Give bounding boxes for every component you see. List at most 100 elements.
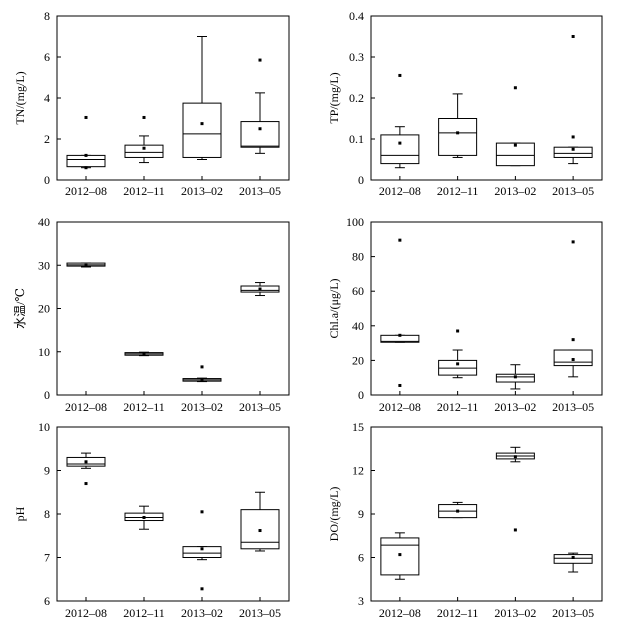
y-tick-label: 7 — [44, 551, 50, 565]
mean-marker — [456, 362, 460, 366]
y-tick-label: 6 — [44, 594, 50, 608]
iqr-box — [124, 144, 164, 158]
mean-marker — [200, 377, 204, 381]
outlier-point — [84, 166, 88, 170]
y-tick-label: 80 — [352, 250, 364, 264]
iqr-box — [240, 121, 280, 148]
mean-marker — [398, 333, 402, 337]
box-1 — [66, 115, 106, 170]
y-tick-label: 15 — [352, 420, 364, 434]
y-tick-label: 8 — [44, 507, 50, 521]
x-tick-label: 2012–08 — [379, 184, 421, 198]
plot-frame — [56, 221, 290, 396]
x-tick-label: 2013–05 — [239, 184, 281, 198]
chart-panel-6: 3 6 9 12 15 DO/(mg/L) 2012–08 2012–11 2013–02 201… — [327, 420, 603, 620]
outlier-point — [456, 329, 460, 333]
x-tick-label: 2013–05 — [552, 400, 594, 414]
outlier-point — [571, 35, 575, 38]
outlier-point — [398, 238, 402, 242]
x-tick-label: 2012–11 — [123, 184, 165, 198]
box-3 — [495, 86, 535, 167]
box-3 — [182, 365, 222, 383]
x-tick-label: 2012–08 — [65, 400, 107, 414]
y-tick-label: 0.3 — [349, 50, 364, 64]
outlier-point — [200, 587, 204, 591]
x-tick-label: 2013–02 — [181, 400, 223, 414]
box-3 — [182, 36, 222, 160]
iqr-box — [553, 146, 593, 158]
box-2 — [438, 501, 478, 519]
y-axis-label: pH — [13, 506, 27, 521]
mean-marker — [142, 515, 146, 519]
y-tick-label: 0 — [44, 388, 50, 402]
box-1 — [66, 452, 106, 486]
mean-marker — [456, 131, 460, 135]
y-tick-label: 0.4 — [349, 9, 364, 23]
mean-marker — [513, 143, 517, 147]
y-tick-label: 0 — [358, 388, 364, 402]
box-4 — [240, 58, 280, 154]
x-tick-label: 2012–11 — [123, 400, 165, 414]
box-2 — [124, 115, 164, 164]
y-tick-label: 9 — [358, 507, 364, 521]
box-1 — [380, 532, 420, 580]
mean-marker — [200, 547, 204, 551]
mean-marker — [84, 460, 88, 464]
y-tick-label: 10 — [38, 345, 50, 359]
x-tick-label: 2013–02 — [181, 184, 223, 198]
outlier-point — [571, 240, 575, 244]
x-tick-label: 2012–08 — [379, 606, 421, 620]
mean-marker — [456, 509, 460, 513]
mean-marker — [398, 553, 402, 557]
y-tick-label: 0.1 — [349, 132, 364, 146]
y-tick-label: 0.2 — [349, 91, 364, 105]
chart-panel-2: 0 0.1 0.2 0.3 0.4 TP/(mg/L) 2012–08 2012–11 2013… — [327, 9, 603, 198]
mean-marker — [571, 358, 575, 362]
x-tick-label: 2013–02 — [181, 606, 223, 620]
mean-marker — [142, 352, 146, 356]
x-tick-label: 2013–05 — [239, 400, 281, 414]
x-tick-label: 2012–08 — [379, 400, 421, 414]
box-2 — [438, 329, 478, 379]
mean-marker — [200, 122, 204, 126]
x-tick-label: 2012–11 — [437, 400, 479, 414]
mean-marker — [258, 287, 262, 291]
box-4 — [240, 282, 280, 297]
y-tick-label: 20 — [352, 353, 364, 367]
iqr-box — [182, 546, 222, 558]
x-tick-label: 2012–11 — [437, 606, 479, 620]
x-tick-label: 2012–11 — [123, 606, 165, 620]
x-tick-label: 2013–02 — [494, 184, 536, 198]
outlier-point — [258, 58, 262, 62]
mean-marker — [571, 556, 575, 559]
y-axis-label: 水温/℃ — [13, 288, 27, 329]
y-axis-label: TP/(mg/L) — [327, 72, 341, 123]
outlier-point — [513, 528, 517, 532]
y-tick-label: 4 — [44, 91, 50, 105]
box-3 — [495, 446, 535, 532]
outlier-point — [142, 115, 146, 119]
mean-marker — [258, 127, 262, 131]
box-4 — [240, 491, 280, 552]
y-tick-label: 2 — [44, 132, 50, 146]
y-axis-label: DO/(mg/L) — [327, 487, 341, 542]
iqr-box — [553, 349, 593, 367]
iqr-box — [380, 537, 420, 576]
iqr-box — [380, 134, 420, 165]
y-tick-label: 40 — [352, 319, 364, 333]
iqr-box — [438, 118, 478, 156]
outlier-point — [571, 135, 575, 139]
x-tick-label: 2013–02 — [494, 400, 536, 414]
mean-marker — [84, 263, 88, 267]
mean-marker — [513, 455, 517, 459]
y-tick-label: 40 — [38, 215, 50, 229]
box-1 — [380, 73, 420, 169]
box-4 — [553, 35, 593, 165]
y-tick-label: 3 — [358, 594, 364, 608]
y-tick-label: 0 — [358, 173, 364, 187]
iqr-box — [66, 154, 106, 168]
y-tick-label: 12 — [352, 464, 364, 478]
outlier-point — [571, 338, 575, 342]
box-1 — [66, 262, 106, 268]
